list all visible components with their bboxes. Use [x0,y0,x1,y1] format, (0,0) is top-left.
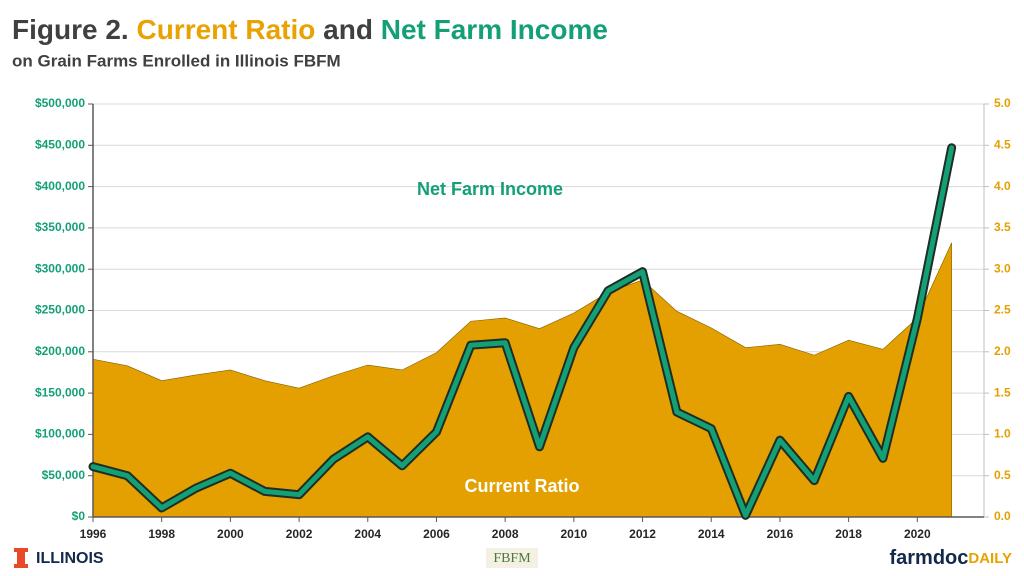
y-tick-label: $0 [72,509,86,523]
footer-left: ILLINOIS [36,550,104,567]
y-tick-label: $250,000 [35,303,85,317]
y2-tick-label: 2.0 [994,344,1011,358]
y-tick-label: $450,000 [35,137,85,151]
x-tick-label: 2000 [217,527,244,541]
chart-title: Figure 2. Current Ratio and Net Farm Inc… [12,14,608,45]
chart-subtitle: on Grain Farms Enrolled in Illinois FBFM [12,51,341,70]
y-tick-label: $500,000 [35,96,85,110]
y2-tick-label: 0.5 [994,468,1011,482]
y-tick-label: $50,000 [42,468,86,482]
x-tick-label: 2012 [629,527,656,541]
series-label: Current Ratio [464,476,579,496]
x-tick-label: 1996 [80,527,107,541]
area [92,242,952,518]
series-label: Net Farm Income [417,179,563,199]
x-tick-label: 1998 [148,527,175,541]
footer-right: farmdocDAILY [889,547,1012,569]
x-tick-label: 2008 [492,527,519,541]
y2-tick-label: 3.5 [994,220,1011,234]
title-part: Figure 2. [12,14,129,45]
title-part: Net Farm Income [381,14,608,45]
y2-tick-label: 3.0 [994,261,1011,275]
y2-tick-label: 1.5 [994,385,1011,399]
illinois-logo [14,548,28,568]
y-tick-label: $300,000 [35,261,85,275]
y2-tick-label: 1.0 [994,427,1011,441]
y-tick-label: $150,000 [35,385,85,399]
line [90,145,955,518]
fbfm-box [486,548,538,568]
title-part: and [323,14,373,45]
y2-tick-label: 2.5 [994,303,1011,317]
x-tick-label: 2014 [698,527,725,541]
title-part: Current Ratio [136,14,315,45]
y-tick-label: $100,000 [35,427,85,441]
x-tick-label: 2006 [423,527,450,541]
y2-tick-label: 4.0 [994,179,1011,193]
x-tick-label: 2004 [354,527,381,541]
x-tick-label: 2002 [286,527,313,541]
x-tick-label: 2018 [835,527,862,541]
x-tick-label: 2010 [560,527,587,541]
y2-tick-label: 4.5 [994,137,1011,151]
footer-right-a: farmdoc [889,547,968,569]
plot-area: $0 $50,000 $100,000 $150,000 $200,000 $250,00… [35,96,1011,541]
x-tick-label: 2016 [767,527,794,541]
y-tick-label: $350,000 [35,220,85,234]
y-tick-label: $400,000 [35,179,85,193]
x-tick-label: 2020 [904,527,931,541]
footer: ILLINOIS FBFM farmdocDAILY [14,547,1012,569]
y2-tick-label: 0.0 [994,509,1011,523]
footer-center: FBFM [493,551,531,566]
y2-tick-label: 5.0 [994,96,1011,110]
footer-right-b: DAILY [968,550,1012,567]
y-tick-label: $200,000 [35,344,85,358]
